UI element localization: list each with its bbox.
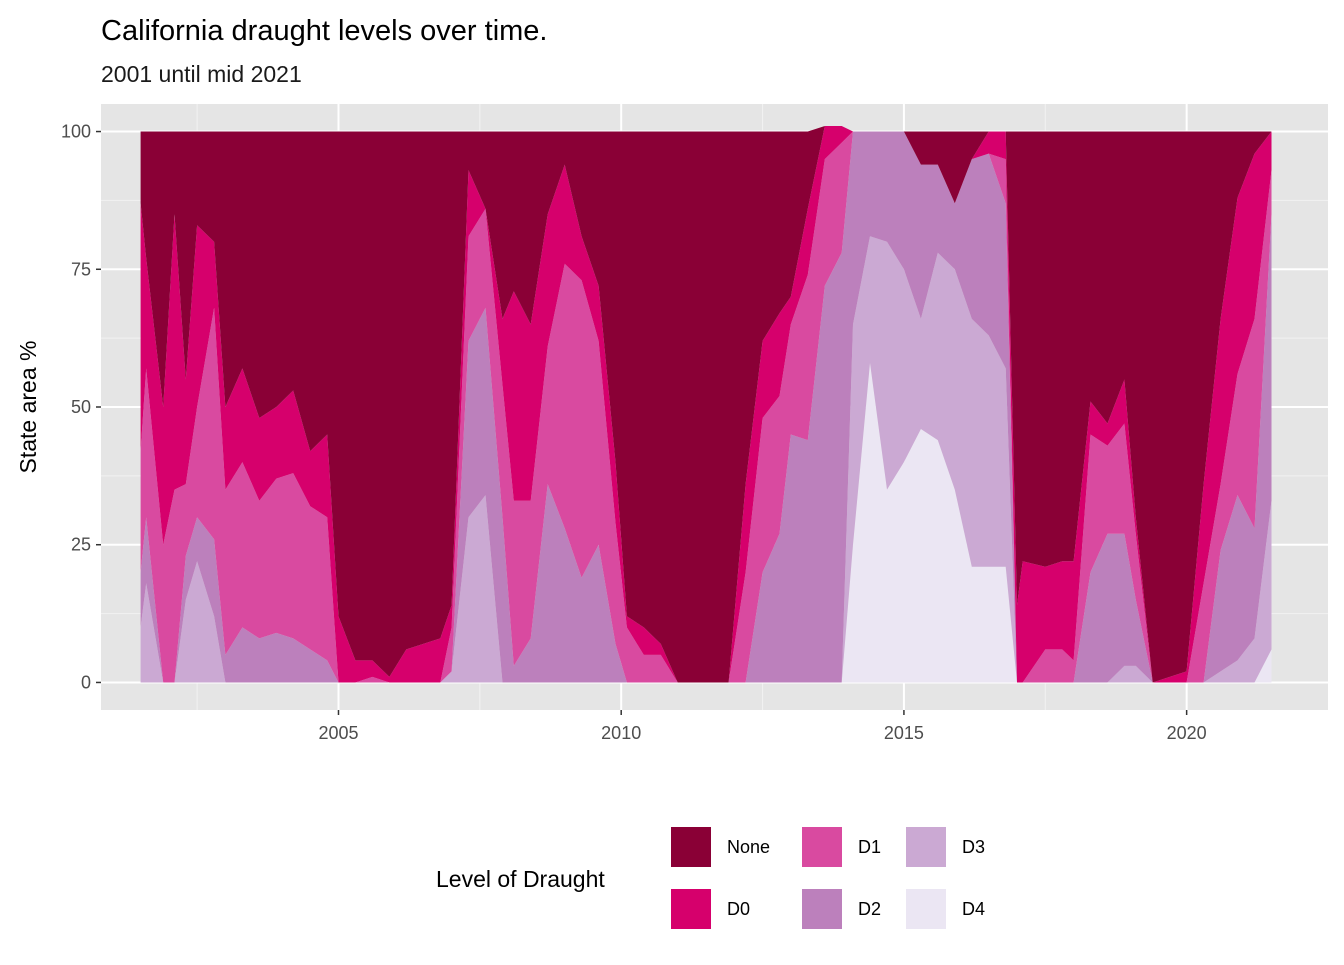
legend-key-none — [669, 825, 713, 869]
x-tick-label: 2020 — [1167, 723, 1207, 743]
x-tick-label: 2010 — [601, 723, 641, 743]
area-d4 — [140, 362, 1272, 683]
chart-title: California draught levels over time. — [101, 15, 547, 47]
area-d1 — [140, 131, 1272, 683]
legend-label-d0: D0 — [727, 899, 750, 919]
y-tick-label: 100 — [61, 122, 91, 142]
x-tick-label: 2005 — [318, 723, 358, 743]
y-axis-title: State area % — [15, 341, 41, 474]
legend: None D0 D1 D2 D3 D4 — [669, 825, 985, 931]
legend-title: Level of Draught — [436, 866, 605, 892]
area-d3 — [140, 236, 1272, 683]
legend-label-d1: D1 — [858, 837, 881, 857]
y-tick-label: 0 — [81, 672, 91, 692]
legend-key-d3 — [904, 825, 948, 869]
y-tick-label: 50 — [71, 397, 91, 417]
legend-key-d4 — [904, 887, 948, 931]
legend-label-none: None — [727, 837, 770, 857]
legend-label-d4: D4 — [962, 899, 985, 919]
area-none — [140, 126, 1272, 683]
legend-label-d2: D2 — [858, 899, 881, 919]
legend-label-d3: D3 — [962, 837, 985, 857]
x-tick-label: 2015 — [884, 723, 924, 743]
y-tick-label: 75 — [71, 259, 91, 279]
chart-subtitle: 2001 until mid 2021 — [101, 61, 302, 87]
legend-key-d1 — [800, 825, 844, 869]
legend-key-d2 — [800, 887, 844, 931]
legend-key-d0 — [669, 887, 713, 931]
plot-area: 0 25 50 75 100 2005 2010 2015 2020 — [61, 104, 1328, 743]
y-tick-label: 25 — [71, 535, 91, 555]
area-d2 — [140, 131, 1272, 683]
